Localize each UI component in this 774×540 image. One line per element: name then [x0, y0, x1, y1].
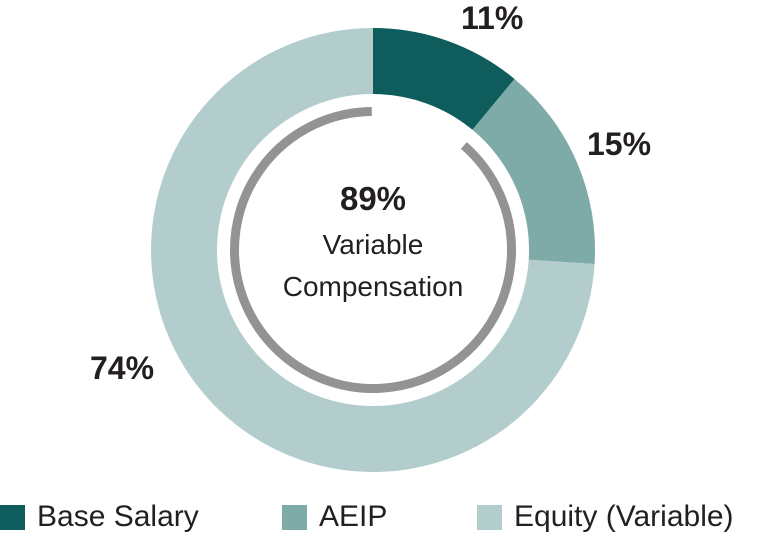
- segment-aeip: [472, 78, 595, 264]
- variable-compensation-arc: [230, 107, 516, 393]
- legend-swatch-aeip: [282, 504, 307, 530]
- legend: Base Salary AEIP Equity (Variable): [0, 500, 774, 540]
- segment-equity: [151, 28, 595, 472]
- donut-segments: [151, 28, 595, 472]
- legend-swatch-equity: [477, 504, 502, 530]
- label-equity-pct: 74%: [90, 350, 155, 386]
- legend-label: AEIP: [319, 500, 388, 533]
- center-value: 89%: [339, 180, 407, 217]
- legend-label: Equity (Variable): [514, 500, 734, 533]
- center-label-line2: Compensation: [282, 271, 464, 302]
- center-label-line1: Variable: [322, 229, 424, 260]
- legend-label: Base Salary: [37, 500, 199, 533]
- legend-item-aeip: AEIP: [282, 500, 387, 534]
- legend-item-equity: Equity (Variable): [477, 500, 734, 534]
- legend-item-base-salary: Base Salary: [0, 500, 199, 534]
- legend-swatch-base-salary: [0, 504, 25, 530]
- label-base-salary-pct: 11%: [461, 0, 524, 36]
- label-aeip-pct: 15%: [587, 126, 652, 162]
- segment-base-salary: [373, 28, 515, 130]
